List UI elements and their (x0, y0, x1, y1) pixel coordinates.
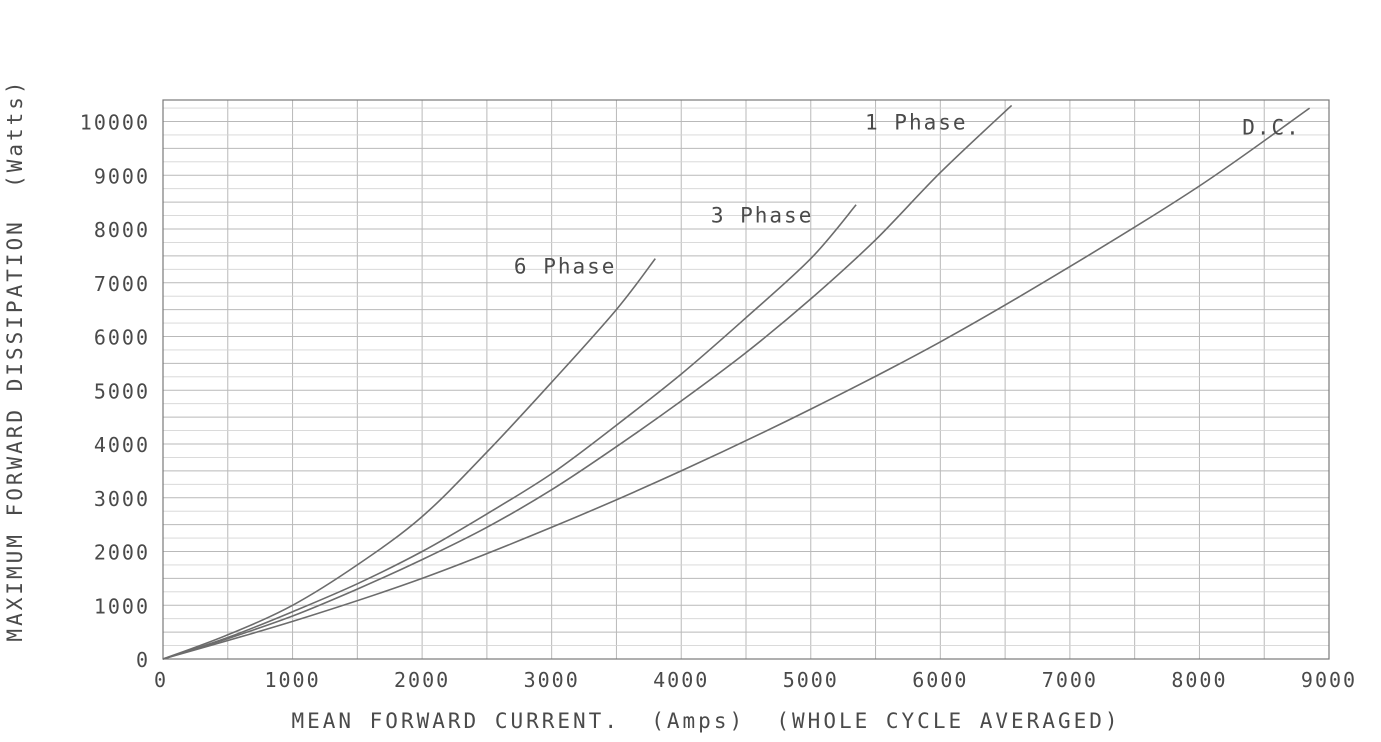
series-line-d-c (162, 107, 1311, 660)
x-tick-label: 8000 (1171, 668, 1227, 692)
x-tick-label: 2000 (394, 668, 450, 692)
series-label-6-phase: 6 Phase (514, 255, 617, 279)
series-line-6-phase (162, 258, 656, 660)
y-tick-label: 5000 (94, 379, 150, 403)
series-labels: 6 Phase 3 Phase 1 Phase D.C. (514, 111, 1301, 279)
y-tick-label: 2000 (94, 541, 150, 565)
series-line-3-phase (162, 204, 857, 660)
y-tick-label: 1000 (94, 594, 150, 618)
plot-frame (162, 99, 1330, 660)
series-label-1-phase: 1 Phase (865, 111, 968, 135)
y-tick-label: 0 (136, 648, 150, 672)
x-tick-label: 6000 (912, 668, 968, 692)
y-axis-title: MAXIMUM FORWARD DISSIPATION (Watts) (3, 78, 27, 641)
x-tick-label: 4000 (653, 668, 709, 692)
y-tick-label: 4000 (94, 433, 150, 457)
y-tick-label: 8000 (94, 218, 150, 242)
x-tick-label: 0 (154, 668, 168, 692)
y-tick-label: 7000 (94, 272, 150, 296)
y-axis-ticks: 0 1000 2000 3000 4000 5000 6000 7000 8000 9000 100… (80, 111, 150, 673)
grid (162, 100, 1330, 660)
series-label-d-c: D.C. (1242, 115, 1301, 139)
x-tick-label: 3000 (524, 668, 580, 692)
y-tick-label: 10000 (80, 111, 150, 135)
y-tick-label: 6000 (94, 326, 150, 350)
y-tick-label: 3000 (94, 487, 150, 511)
x-tick-label: 1000 (264, 668, 320, 692)
x-tick-label: 5000 (783, 668, 839, 692)
series-line-1-phase (162, 104, 1013, 660)
series-lines (162, 104, 1311, 660)
x-tick-label: 9000 (1301, 668, 1357, 692)
x-axis-ticks: 0 1000 2000 3000 4000 5000 6000 7000 8000 9000 (154, 668, 1357, 692)
x-tick-label: 7000 (1042, 668, 1098, 692)
y-tick-label: 9000 (94, 164, 150, 188)
x-axis-title: MEAN FORWARD CURRENT. (Amps) (WHOLE CYCL… (291, 709, 1120, 733)
series-label-3-phase: 3 Phase (711, 204, 814, 228)
